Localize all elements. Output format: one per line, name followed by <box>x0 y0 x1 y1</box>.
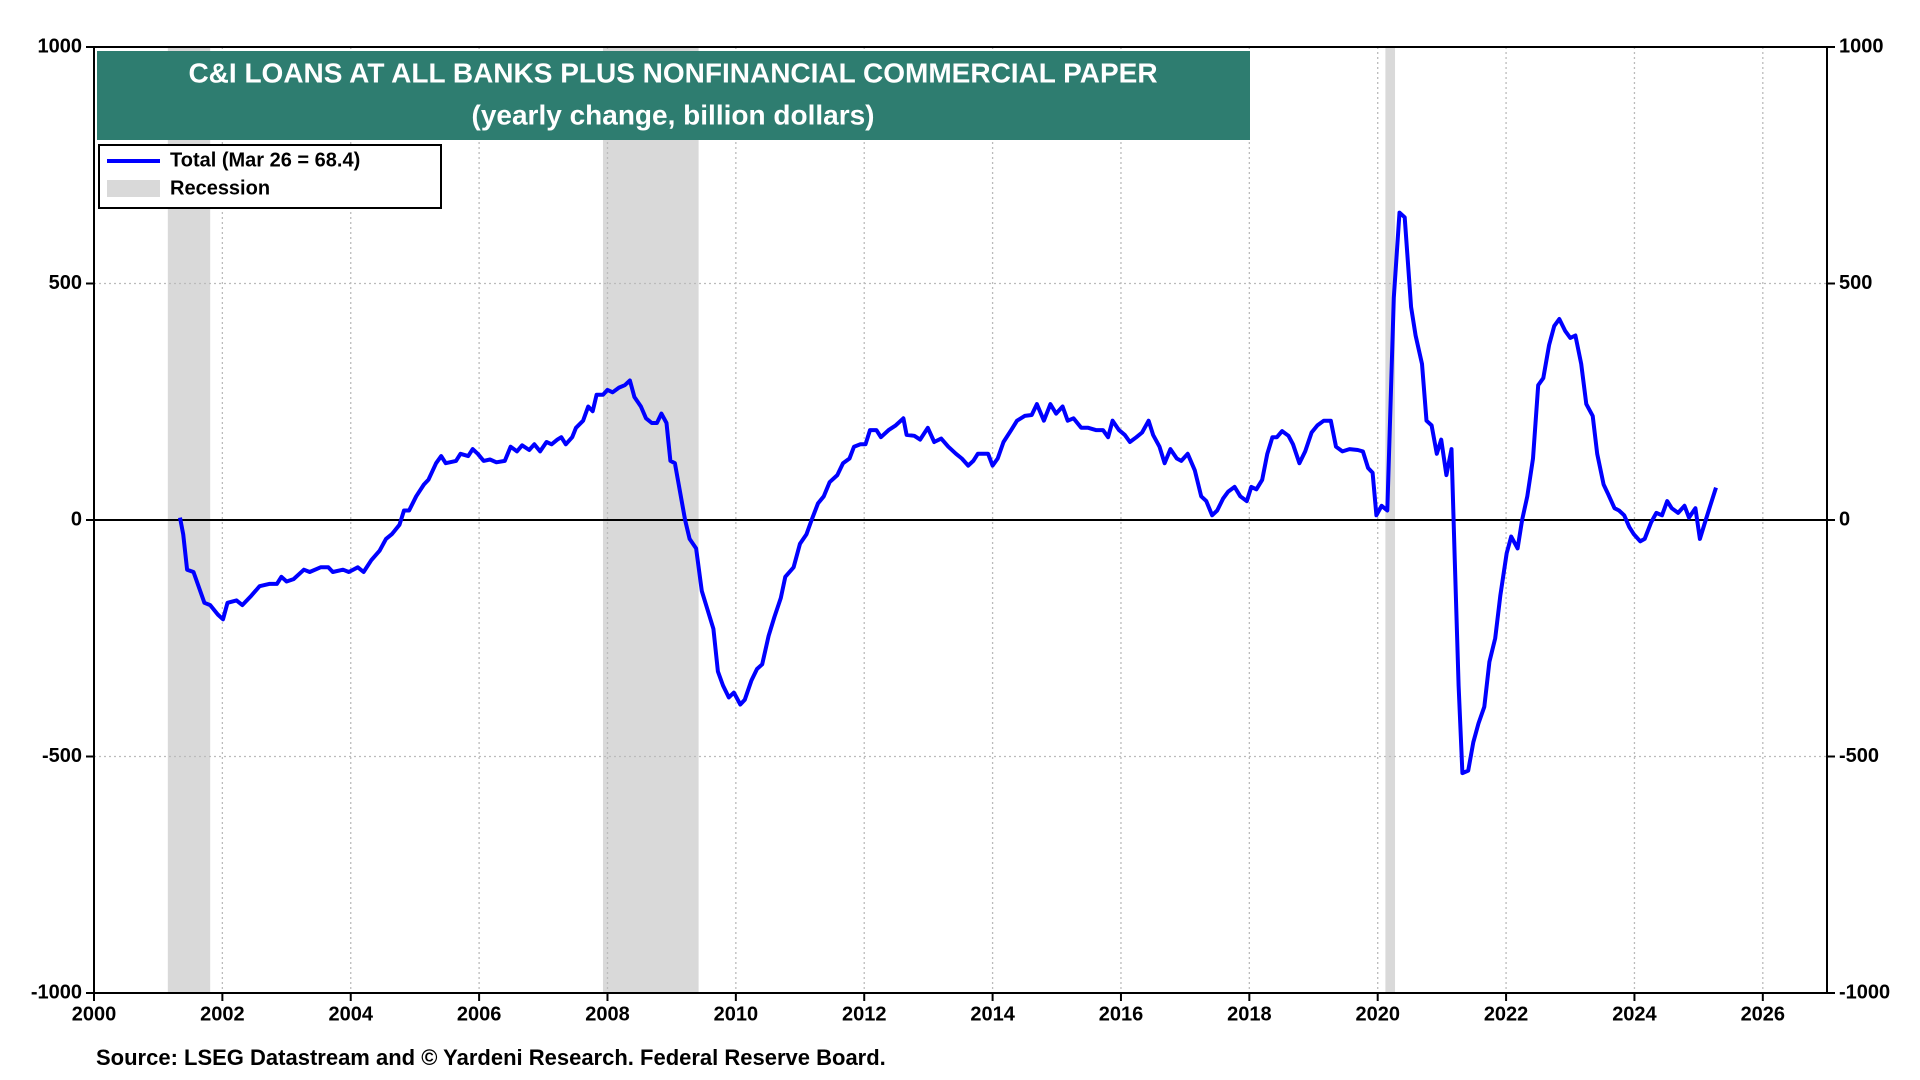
legend-label: Recession <box>170 177 270 199</box>
x-tick-label: 2012 <box>842 1003 887 1025</box>
x-tick-label: 2004 <box>328 1003 373 1025</box>
data-line <box>178 210 1718 776</box>
y-tick-label: -500 <box>42 745 82 767</box>
y-tick-label: 1000 <box>38 35 83 57</box>
x-tick-label: 2020 <box>1355 1003 1400 1025</box>
x-tick-label: 2026 <box>1741 1003 1786 1025</box>
x-tick-label: 2014 <box>970 1003 1015 1025</box>
y2-tick-label: 0 <box>1839 508 1850 530</box>
y-tick-label: 0 <box>71 508 82 530</box>
x-tick-label: 2000 <box>72 1003 117 1025</box>
chart-title: C&I LOANS AT ALL BANKS PLUS NONFINANCIAL… <box>188 57 1157 88</box>
x-tick-label: 2022 <box>1484 1003 1529 1025</box>
x-tick-label: 2002 <box>200 1003 245 1025</box>
y2-tick-label: -500 <box>1839 745 1879 767</box>
x-tick-label: 2024 <box>1612 1003 1657 1025</box>
y2-tick-label: 500 <box>1839 272 1872 294</box>
x-tick-label: 2008 <box>585 1003 630 1025</box>
legend-swatch <box>107 180 160 197</box>
x-tick-label: 2018 <box>1227 1003 1272 1025</box>
y-tick-label: 500 <box>49 272 82 294</box>
legend-box <box>98 144 442 209</box>
plot-frame <box>93 46 1828 994</box>
y2-tick-label: 1000 <box>1839 35 1884 57</box>
x-tick-label: 2010 <box>714 1003 759 1025</box>
x-tick-label: 2006 <box>457 1003 502 1025</box>
chart-subtitle: (yearly change, billion dollars) <box>472 99 875 130</box>
y-tick-label: -1000 <box>31 981 82 1003</box>
source-note: Source: LSEG Datastream and © Yardeni Re… <box>96 1045 886 1070</box>
x-tick-label: 2016 <box>1099 1003 1144 1025</box>
title-box <box>97 51 1250 140</box>
y2-tick-label: -1000 <box>1839 981 1890 1003</box>
legend-label: Total (Mar 26 = 68.4) <box>170 149 360 171</box>
